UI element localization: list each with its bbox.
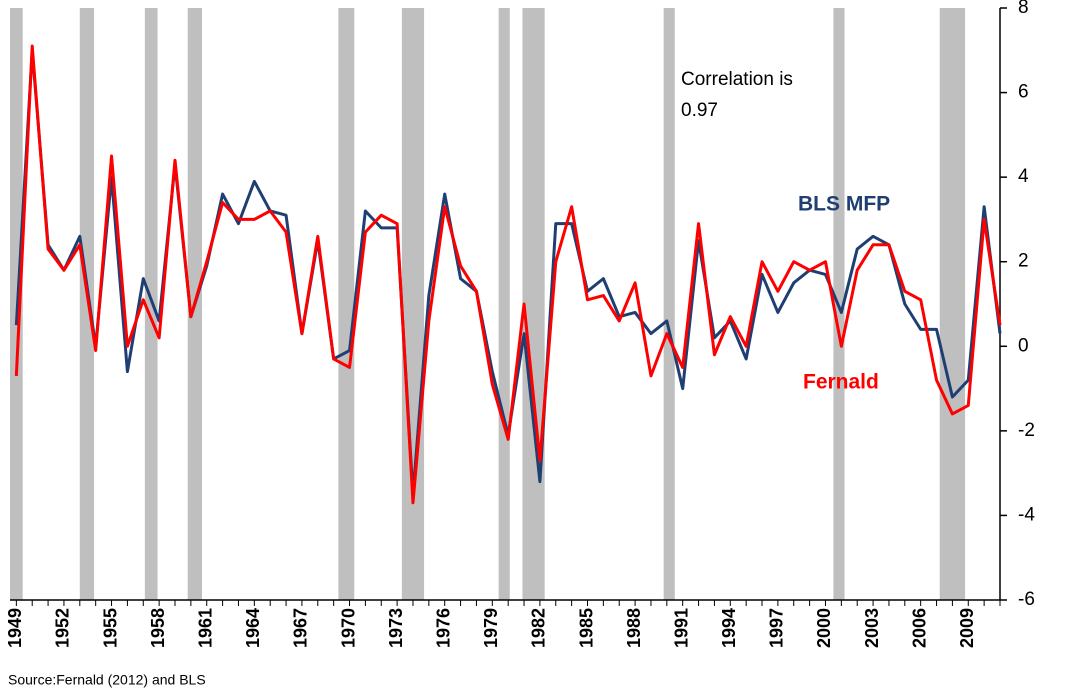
x-tick-label: 1985 xyxy=(576,608,596,648)
annotation: 0.97 xyxy=(681,100,718,121)
x-tick-label: 1970 xyxy=(338,608,358,648)
y-tick-label: -6 xyxy=(1018,589,1035,610)
x-tick-label: 1997 xyxy=(767,608,787,648)
y-tick-label: 8 xyxy=(1018,0,1029,18)
x-tick-label: 1964 xyxy=(243,608,263,648)
y-tick-label: 4 xyxy=(1018,166,1029,187)
y-tick-label: 0 xyxy=(1018,335,1029,356)
recession-band xyxy=(498,8,510,600)
x-tick-label: 2006 xyxy=(909,608,929,648)
annotation: Correlation is xyxy=(681,69,793,90)
y-tick-label: -2 xyxy=(1018,420,1035,441)
series-line xyxy=(14,44,1002,505)
recession-band xyxy=(79,8,95,600)
series-label: BLS MFP xyxy=(798,193,890,216)
x-tick-label: 1952 xyxy=(53,608,73,648)
recession-band xyxy=(338,8,355,600)
x-tick-label: 1982 xyxy=(529,608,549,648)
y-tick-label: -4 xyxy=(1018,504,1035,525)
x-tick-label: 1976 xyxy=(433,608,453,648)
recession-band xyxy=(663,8,675,600)
y-tick-label: 6 xyxy=(1018,82,1029,103)
recession-band xyxy=(522,8,545,600)
x-tick-label: 1958 xyxy=(148,608,168,648)
x-tick-label: 1979 xyxy=(481,608,501,648)
recession-band xyxy=(401,8,425,600)
y-tick-label: 2 xyxy=(1018,251,1029,272)
source-note: Source:Fernald (2012) and BLS xyxy=(8,672,206,688)
x-tick-label: 1991 xyxy=(671,608,691,648)
x-tick-label: 2000 xyxy=(814,608,834,648)
x-tick-label: 1967 xyxy=(291,608,311,648)
x-tick-label: 1994 xyxy=(719,608,739,648)
series-label: Fernald xyxy=(803,371,879,394)
x-tick-label: 1973 xyxy=(386,608,406,648)
recession-band xyxy=(939,8,966,600)
x-tick-label: 2003 xyxy=(862,608,882,648)
x-tick-label: 1988 xyxy=(624,608,644,648)
x-tick-label: 1961 xyxy=(195,608,215,648)
x-tick-label: 1955 xyxy=(100,608,120,648)
x-tick-label: 1949 xyxy=(5,608,25,648)
x-tick-label: 2009 xyxy=(957,608,977,648)
